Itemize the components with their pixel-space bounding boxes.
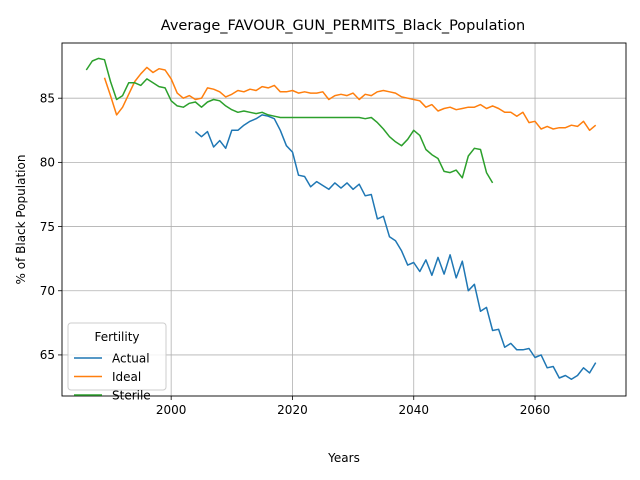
- chart-title: Average_FAVOUR_GUN_PERMITS_Black_Populat…: [161, 18, 526, 34]
- legend-box: [67, 322, 167, 391]
- x-tick-label: 2000: [156, 403, 187, 417]
- y-tick-label: 75: [40, 220, 55, 234]
- legend: Fertility Actual Ideal Sterile: [67, 322, 167, 402]
- y-tick-label: 70: [40, 284, 55, 298]
- series-line-sterile: [85, 57, 494, 184]
- y-tick-label: 80: [40, 156, 55, 170]
- y-axis-label: % of Black Population: [14, 155, 28, 285]
- x-tick-label: 2040: [398, 403, 429, 417]
- y-tick-label: 85: [40, 91, 55, 105]
- legend-title: Fertility: [94, 330, 139, 344]
- legend-label-sterile: Sterile: [112, 388, 151, 402]
- series-line-actual: [194, 114, 597, 381]
- series-line-ideal: [103, 66, 597, 132]
- x-tick-label: 2020: [277, 403, 308, 417]
- legend-label-actual: Actual: [112, 351, 150, 365]
- x-axis: 2000 2020 2040 2060: [156, 396, 550, 417]
- legend-label-ideal: Ideal: [112, 370, 141, 384]
- x-tick-label: 2060: [520, 403, 551, 417]
- series-lines: [85, 57, 597, 381]
- x-axis-label: Years: [327, 451, 360, 465]
- plot-frame: [61, 42, 627, 397]
- y-axis: 65 70 75 80 85: [40, 91, 62, 362]
- y-tick-label: 65: [40, 348, 55, 362]
